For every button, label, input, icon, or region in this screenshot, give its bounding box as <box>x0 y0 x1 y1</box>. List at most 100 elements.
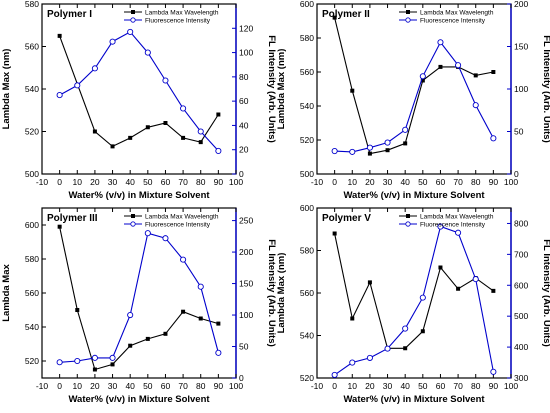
x-tick-label: 50 <box>143 381 153 391</box>
legend-label: Fluorescence Intensity <box>420 17 486 24</box>
lambda-point <box>216 112 221 117</box>
x-tick-label: 60 <box>436 381 446 391</box>
x-tick-label: 30 <box>108 177 118 187</box>
legend-marker <box>131 10 135 14</box>
legend-marker <box>405 17 411 23</box>
lambda-point <box>181 309 186 314</box>
x-tick-label: 80 <box>471 177 481 187</box>
x-tick-label: 80 <box>471 381 481 391</box>
x-tick-label: 40 <box>125 381 135 391</box>
fluorescence-point <box>490 368 497 375</box>
x-tick-label: 100 <box>229 381 243 391</box>
x-tick-label: 60 <box>436 177 446 187</box>
lambda-point <box>491 70 496 74</box>
x-tick-label: 0 <box>332 177 337 187</box>
fluorescence-point <box>490 135 497 142</box>
y2-tick-label: 100 <box>239 310 253 320</box>
legend-label: Lambda Max Wavelength <box>145 9 219 16</box>
fluorescence-point <box>402 126 409 133</box>
x-tick-label: 10 <box>348 381 358 391</box>
y2-tick-label: 600 <box>514 280 528 290</box>
lambda-point <box>163 331 168 336</box>
lambda-point <box>420 78 425 83</box>
lambda-point <box>216 321 221 326</box>
x-tick-label: 40 <box>400 177 410 187</box>
y-tick-label: 600 <box>300 203 314 213</box>
y-tick-label: 500 <box>300 169 314 179</box>
fluorescence-point <box>56 92 63 99</box>
lambda-point <box>110 362 115 367</box>
fluorescence-point <box>197 128 204 135</box>
y2-tick-label: 20 <box>239 145 249 155</box>
chart-panel-1: -10 0 10 20 30 40 50 60 70 80 90 100 500 520 540 560 580… <box>1 0 277 201</box>
fluorescence-point <box>331 371 338 378</box>
y2-axis-title: FL Intensity (Arb. Units) <box>541 35 550 143</box>
fluorescence-point <box>197 283 204 290</box>
x-tick-label: 20 <box>365 381 375 391</box>
fluorescence-point <box>366 144 373 151</box>
y2-tick-label: 700 <box>514 249 528 259</box>
y-tick-label: 520 <box>300 135 314 145</box>
y2-tick-label: 250 <box>239 216 253 226</box>
lambda-point <box>491 288 496 293</box>
fluorescence-point <box>144 230 151 237</box>
y-tick-label: 500 <box>25 169 39 179</box>
x-tick-label: 100 <box>229 177 243 187</box>
fluorescence-point <box>91 65 98 72</box>
lambda-point <box>438 265 443 270</box>
lambda-point <box>92 129 97 134</box>
x-tick-label: 90 <box>489 177 499 187</box>
lambda-point <box>438 64 443 69</box>
y-tick-label: 540 <box>25 322 39 332</box>
lambda-line <box>59 226 219 371</box>
x-tick-label: -10 <box>36 381 49 391</box>
y2-tick-label: 80 <box>239 72 249 82</box>
lambda-point <box>367 280 372 285</box>
x-tick-label: 30 <box>383 177 393 187</box>
x-tick-label: 10 <box>73 177 83 187</box>
fluorescence-point <box>144 49 151 56</box>
fluorescence-point <box>56 359 63 366</box>
lambda-point <box>145 125 150 130</box>
lambda-point <box>145 336 150 341</box>
lambda-point <box>181 135 186 140</box>
fluorescence-point <box>91 354 98 361</box>
fluorescence-point <box>384 345 391 352</box>
y2-tick-label: 150 <box>514 42 528 52</box>
x-tick-label: 60 <box>161 381 171 391</box>
x-tick-label: 50 <box>418 177 428 187</box>
y2-tick-label: 0 <box>239 169 244 179</box>
legend-label: Lambda Max Wavelength <box>420 213 494 220</box>
fluorescence-point <box>349 148 356 155</box>
x-tick-label: 90 <box>214 381 224 391</box>
x-tick-label: 70 <box>453 177 463 187</box>
fluorescence-point <box>109 354 116 361</box>
x-axis-title: Water% (v/v) in Mixture Solvent <box>343 190 485 201</box>
x-tick-label: -10 <box>36 177 49 187</box>
y-axis-title: Lambda Max (nm) <box>276 253 287 334</box>
x-tick-label: 70 <box>453 381 463 391</box>
fluorescence-point <box>162 235 169 242</box>
legend-marker <box>406 10 410 14</box>
y-tick-label: 540 <box>300 101 314 111</box>
lambda-point <box>367 151 372 156</box>
x-tick-label: 80 <box>196 177 206 187</box>
lambda-point <box>420 329 425 334</box>
lambda-line <box>334 17 494 155</box>
x-tick-label: 60 <box>161 177 171 187</box>
y2-axis-title: FL Intensity (Arb. Units) <box>541 239 550 347</box>
y2-tick-label: 120 <box>239 23 253 33</box>
chart-panel-3: -10 0 10 20 30 40 50 60 70 80 90 100 520 540 560 580 600… <box>1 207 277 405</box>
lambda-point <box>198 316 203 321</box>
y2-tick-label: 200 <box>239 247 253 257</box>
chart-panel-2: -10 0 10 20 30 40 50 60 70 80 90 100500520540560580… <box>276 0 550 201</box>
fluorescence-line <box>334 225 494 376</box>
y-tick-label: 560 <box>25 288 39 298</box>
lambda-point <box>350 88 355 93</box>
y-tick-label: 580 <box>300 246 314 256</box>
y2-tick-label: 400 <box>514 342 528 352</box>
fluorescence-point <box>180 256 187 263</box>
y2-tick-label: 50 <box>239 342 249 352</box>
